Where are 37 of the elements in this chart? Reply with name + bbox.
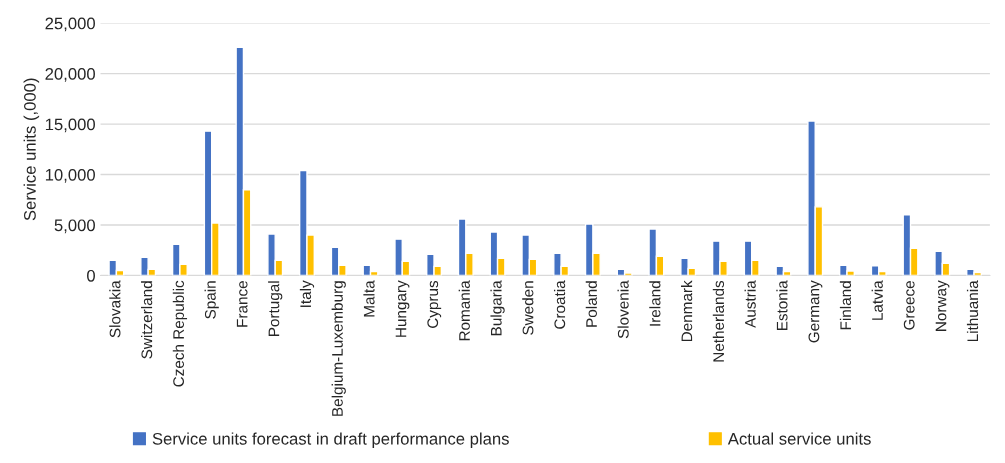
y-tick-label: 10,000 (45, 168, 95, 183)
legend-label: Service units forecast in draft performance plans (152, 432, 509, 448)
x-tick-label: Croatia (553, 280, 566, 329)
x-tick-label: Italy (299, 280, 315, 307)
x-tick-label: Sweden (522, 281, 534, 335)
x-tick-label: Romania (458, 280, 470, 341)
x-tick-label: Malta (363, 280, 375, 317)
y-tick-label: 0 (87, 269, 95, 282)
x-tick-label: Germany (808, 280, 823, 343)
x-tick-label: Norway (935, 280, 950, 331)
x-tick-label: Belgium-Luxemburg (331, 281, 346, 416)
y-tick-label: 25,000 (45, 17, 95, 32)
x-tick-label: Latvia (871, 280, 883, 320)
x-tick-label: Estonia (776, 280, 788, 331)
x-tick-label: Slovenia (617, 280, 629, 339)
x-tick-label: Bulgaria (490, 280, 505, 336)
x-tick-label: Switzerland (141, 281, 153, 359)
y-tick-label: 15,000 (45, 118, 95, 133)
x-tick-label: France (236, 281, 248, 327)
x-tick-label: Hungary (395, 280, 410, 337)
x-tick-label: Finland (839, 281, 852, 330)
x-tick-label: Slovakia (109, 280, 121, 338)
x-tick-label: Cyprus (427, 280, 442, 328)
x-tick-label: Netherlands (712, 280, 725, 362)
y-axis-title: Service units (,000) (23, 78, 40, 221)
x-tick-label: Poland (585, 281, 597, 327)
y-tick-label: 5,000 (54, 219, 95, 234)
x-tick-label: Ireland (649, 281, 661, 326)
x-tick-label: Spain (204, 281, 219, 319)
x-tick-label: Lithuania (966, 280, 979, 342)
x-tick-label: Greece (903, 281, 915, 330)
y-tick-label: 20,000 (45, 68, 95, 82)
legend-label: Actual service units (727, 432, 871, 445)
x-tick-label: Portugal (268, 281, 283, 336)
x-tick-label: Czech Republic (172, 280, 188, 387)
x-tick-label: Austria (744, 280, 756, 328)
x-tick-label: Denmark (681, 280, 693, 342)
